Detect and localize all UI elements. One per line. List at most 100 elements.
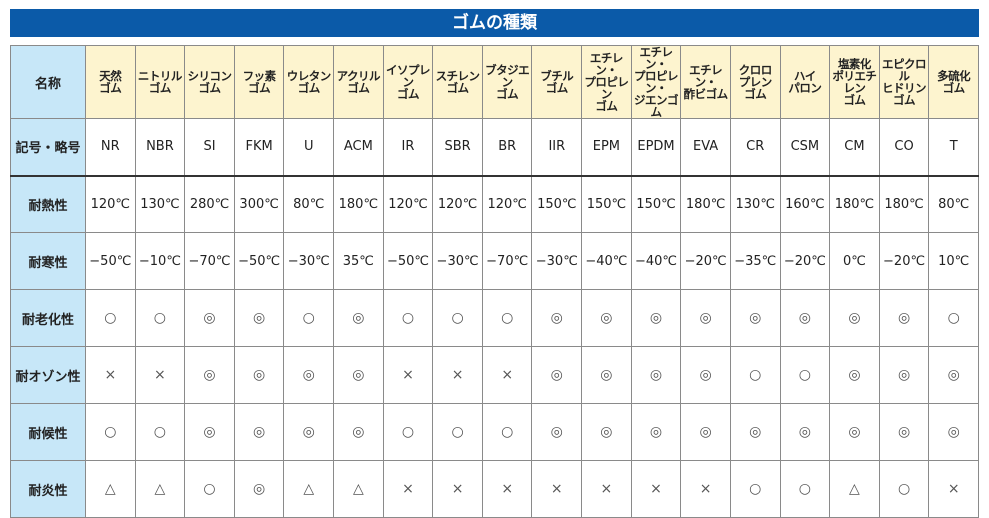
table-row-aging: 耐老化性 ○ ○ ◎ ◎ ○ ◎ ○ ○ ○ ◎ ◎ ◎ ◎ ◎ ◎ ◎ ◎ ○ [10,289,979,347]
cell-cold: 10℃ [928,232,979,290]
cell-name: エチレン・ 酢ビゴム [680,45,731,119]
cell-cold: −20℃ [878,232,930,290]
cell-weather: ○ [85,403,136,461]
cell-cold: −70℃ [481,232,533,290]
cell-code: NR [85,118,136,177]
cell-cold: −50℃ [85,232,136,290]
cell-aging: ○ [432,289,483,347]
cell-heat: 160℃ [779,175,831,233]
row-label-weather: 耐候性 [10,403,86,461]
cell-weather: ◎ [729,403,781,461]
cell-weather: ○ [432,403,483,461]
cell-weather: ◎ [680,403,731,461]
cell-name: 天然 ゴム [85,45,136,119]
cell-ozone: × [85,346,136,404]
cell-ozone: ◎ [333,346,384,404]
cell-aging: ◎ [333,289,384,347]
cell-aging: ◎ [531,289,583,347]
cell-flame: ○ [729,460,781,518]
cell-cold: −10℃ [134,232,186,290]
cell-heat: 120℃ [432,175,483,233]
cell-flame: × [581,460,632,518]
cell-weather: ◎ [184,403,235,461]
cell-aging: ○ [134,289,186,347]
cell-name: エチレン・ プロピレン ゴム [581,45,632,119]
cell-code: BR [481,118,533,177]
cell-heat: 150℃ [531,175,583,233]
cell-aging: ◎ [729,289,781,347]
cell-heat: 130℃ [134,175,186,233]
table-row-cold: 耐寒性 −50℃ −10℃ −70℃ −50℃ −30℃ 35℃ −50℃ −30℃ −70℃ −3… [10,232,979,290]
cell-heat: 180℃ [333,175,384,233]
cell-aging: ◎ [829,289,880,347]
cell-weather: ○ [481,403,533,461]
table-row-heat: 耐熱性 120℃ 130℃ 280℃ 300℃ 80℃ 180℃ 120℃ 120℃ 120℃ 15… [10,175,979,233]
cell-name: ニトリル ゴム [134,45,186,119]
cell-ozone: × [481,346,533,404]
cell-ozone: ○ [779,346,831,404]
cell-ozone: ◎ [184,346,235,404]
cell-heat: 120℃ [85,175,136,233]
cell-ozone: ◎ [283,346,335,404]
cell-code: CM [829,118,880,177]
cell-name: ブチル ゴム [531,45,583,119]
cell-aging: ◎ [779,289,831,347]
row-label-heat: 耐熱性 [10,175,86,233]
cell-weather: ◎ [333,403,384,461]
cell-weather: ◎ [630,403,682,461]
cell-name: エピクロル ヒドリン ゴム [878,45,930,119]
cell-weather: ◎ [581,403,632,461]
cell-ozone: × [134,346,186,404]
cell-ozone: ◎ [630,346,682,404]
table-title: ゴムの種類 [10,9,979,37]
cell-heat: 280℃ [184,175,235,233]
cell-flame: △ [85,460,136,518]
cell-cold: −40℃ [581,232,632,290]
cell-name: イソプレン ゴム [382,45,434,119]
cell-code: T [928,118,979,177]
cell-weather: ◎ [928,403,979,461]
cell-weather: ◎ [878,403,930,461]
cell-name: フッ素 ゴム [233,45,285,119]
cell-code: NBR [134,118,186,177]
cell-cold: −70℃ [184,232,235,290]
cell-weather: ○ [134,403,186,461]
row-label-flame: 耐炎性 [10,460,86,518]
cell-aging: ○ [85,289,136,347]
cell-flame: × [531,460,583,518]
cell-name: クロロ プレン ゴム [729,45,781,119]
cell-cold: 35℃ [333,232,384,290]
cell-code: SBR [432,118,483,177]
cell-aging: ◎ [680,289,731,347]
cell-code: FKM [233,118,285,177]
cell-cold: 0℃ [829,232,880,290]
table-row-code: 記号・略号 NR NBR SI FKM U ACM IR SBR BR IIR EPM EPDM EVA C… [10,118,979,177]
cell-ozone: ◎ [581,346,632,404]
cell-weather: ◎ [233,403,285,461]
cell-name: ハイ パロン [779,45,831,119]
cell-flame: × [630,460,682,518]
cell-code: CR [729,118,781,177]
cell-code: EPM [581,118,632,177]
cell-name: 多硫化 ゴム [928,45,979,119]
cell-cold: −35℃ [729,232,781,290]
cell-ozone: ◎ [680,346,731,404]
cell-name: ブタジエン ゴム [481,45,533,119]
cell-ozone: × [432,346,483,404]
cell-flame: △ [333,460,384,518]
cell-ozone: ◎ [233,346,285,404]
cell-weather: ○ [382,403,434,461]
cell-name: 塩素化 ポリエチレン ゴム [829,45,880,119]
cell-code: IR [382,118,434,177]
cell-flame: × [928,460,979,518]
cell-flame: ◎ [233,460,285,518]
cell-heat: 180℃ [829,175,880,233]
cell-weather: ◎ [531,403,583,461]
cell-name: ウレタン ゴム [283,45,335,119]
row-label-cold: 耐寒性 [10,232,86,290]
cell-aging: ○ [382,289,434,347]
cell-flame: △ [829,460,880,518]
cell-heat: 180℃ [878,175,930,233]
row-label-ozone: 耐オゾン性 [10,346,86,404]
cell-flame: ○ [779,460,831,518]
